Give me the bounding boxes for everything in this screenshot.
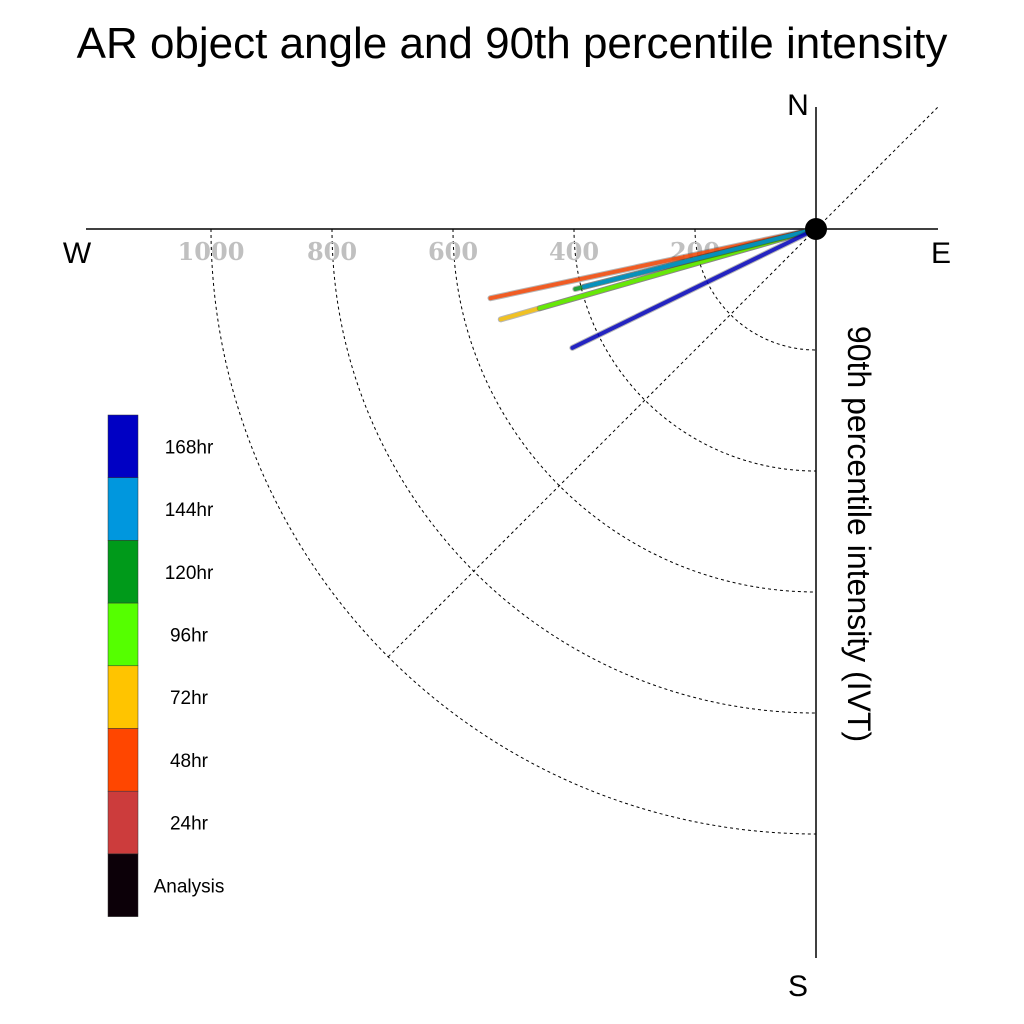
compass-north: N bbox=[787, 89, 809, 122]
legend-label: 96hr bbox=[170, 625, 209, 646]
radial-tick-label: 600 bbox=[428, 237, 478, 266]
legend-swatch bbox=[107, 602, 139, 667]
y-axis-label: 90th percentile intensity (IVT) bbox=[841, 326, 877, 742]
series-lines bbox=[487, 226, 819, 351]
legend-swatch bbox=[107, 665, 139, 729]
chart-title: AR object angle and 90th percentile inte… bbox=[77, 19, 948, 68]
grid-ring bbox=[573, 228, 817, 472]
polar-grid bbox=[210, 106, 939, 835]
legend-label: 72hr bbox=[170, 688, 209, 709]
legend-swatch bbox=[107, 414, 139, 478]
radial-tick-label: 400 bbox=[549, 237, 599, 266]
legend-label: 48hr bbox=[170, 751, 209, 772]
legend-swatch bbox=[107, 477, 139, 541]
radial-ticks: 1000 800 600 400 200 bbox=[178, 237, 720, 266]
legend-label: Analysis bbox=[154, 876, 225, 897]
radial-tick-label: 1000 bbox=[178, 237, 245, 266]
compass-east: E bbox=[931, 237, 951, 270]
series-line-168hr bbox=[570, 227, 818, 350]
radial-tick-label: 800 bbox=[307, 237, 357, 266]
legend-label: 168hr bbox=[165, 437, 214, 458]
legend-swatch bbox=[107, 728, 139, 792]
series-line-144hr bbox=[582, 227, 818, 289]
legend-swatch bbox=[107, 790, 139, 855]
legend-swatch bbox=[107, 853, 139, 917]
legend-label: 144hr bbox=[165, 500, 214, 521]
compass-south: S bbox=[788, 970, 808, 1003]
legend-label: 24hr bbox=[170, 814, 209, 835]
legend: 168hr 144hr 120hr 96hr 72hr 48hr 24hr Analysis bbox=[107, 414, 225, 917]
origin-marker bbox=[805, 218, 827, 240]
legend-swatch bbox=[107, 540, 139, 604]
legend-label: 120hr bbox=[165, 563, 214, 584]
compass-west: W bbox=[63, 237, 92, 270]
